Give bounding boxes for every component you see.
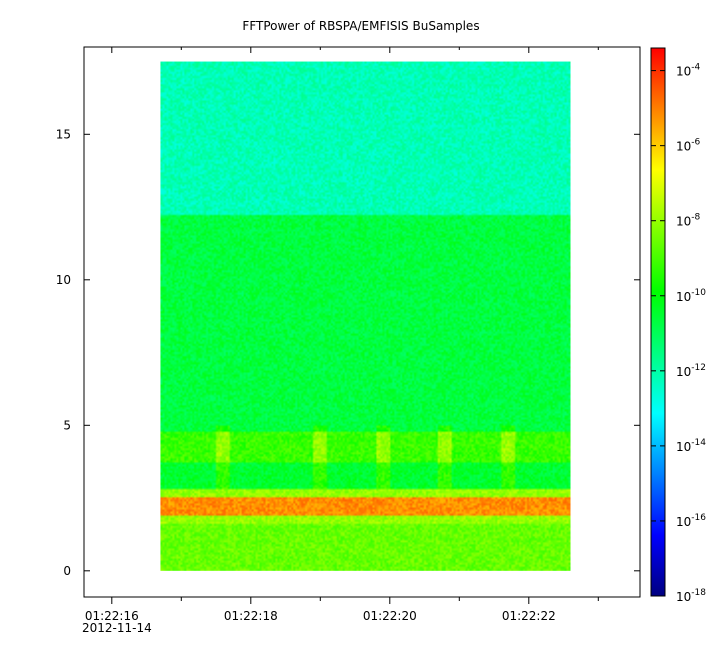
x-tick-label: 01:22:18: [224, 609, 278, 623]
colorbar-tick-label: 10-16: [676, 513, 706, 529]
colorbar-tick-label: 10-4: [676, 63, 701, 79]
colorbar-frame: [650, 47, 666, 597]
x-tick-label: 01:22:22: [502, 609, 556, 623]
x-tick-label: 01:22:20: [363, 609, 417, 623]
colorbar-ticks: 10-4 10-6 10-8 10-10 10-12 10-14 10-16 10-18: [651, 63, 706, 604]
y-tick-label: 5: [63, 418, 71, 432]
colorbar-gradient: [651, 48, 665, 596]
colorbar-tick-label: 10-8: [676, 213, 701, 229]
spectrogram-image: [160, 61, 571, 571]
y-tick-label: 10: [56, 273, 71, 287]
colorbar-tick-label: 10-18: [676, 588, 706, 604]
x-axis: 01:22:16 01:22:18 01:22:20 01:22:22: [85, 47, 599, 623]
y-tick-label: 0: [63, 564, 71, 578]
x-axis-date-label: 2012-11-14: [82, 621, 152, 635]
colorbar-tick-label: 10-14: [676, 438, 706, 454]
colorbar-tick-label: 10-10: [676, 288, 706, 304]
colorbar-tick-label: 10-12: [676, 363, 706, 379]
y-tick-label: 15: [56, 127, 71, 141]
x-tick-label: 01:22:16: [85, 609, 139, 623]
colorbar-tick-label: 10-6: [676, 138, 701, 154]
chart-title: FFTPower of RBSPA/EMFISIS BuSamples: [242, 19, 479, 33]
y-axis: 0 5 10 15: [56, 47, 640, 597]
colorbar: 10-4 10-6 10-8 10-10 10-12 10-14 10-16 10-18: [650, 47, 706, 604]
spectrogram-area: [160, 61, 571, 571]
